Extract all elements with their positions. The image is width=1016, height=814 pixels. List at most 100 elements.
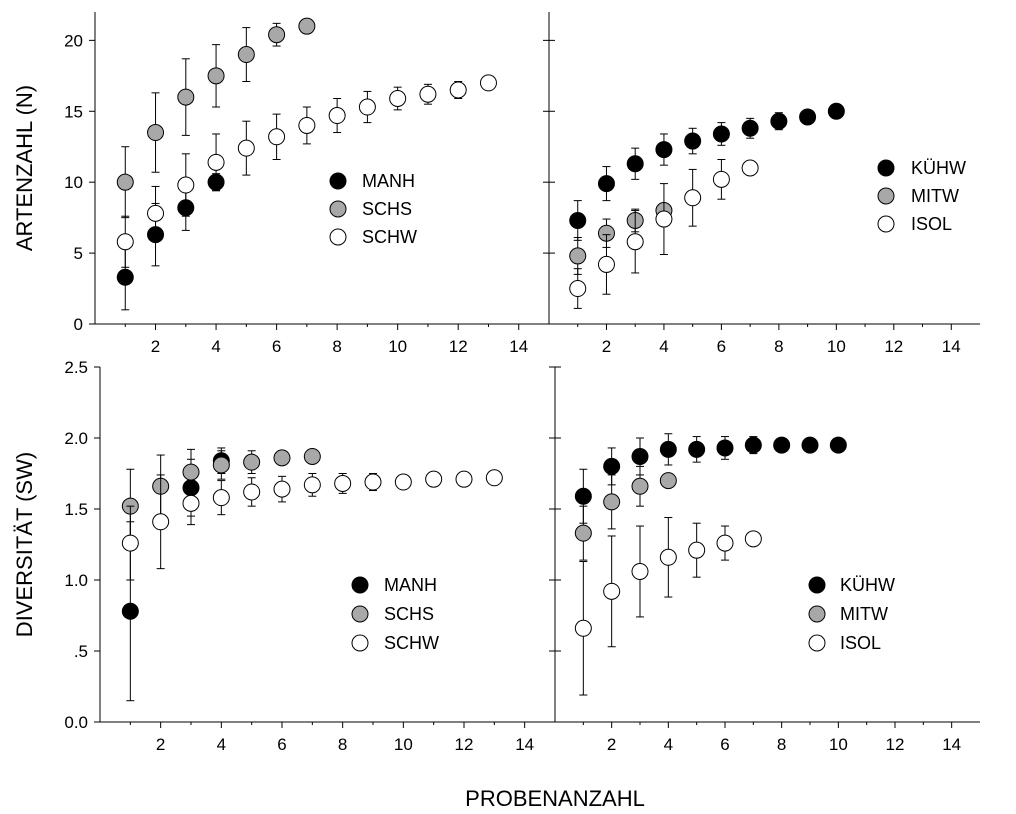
x-tick-label: 6 — [720, 735, 729, 754]
x-tick-label: 8 — [338, 735, 347, 754]
data-point — [770, 112, 788, 130]
data-point — [121, 534, 139, 552]
data-point — [659, 472, 677, 490]
data-point — [177, 88, 195, 106]
data-point — [655, 141, 673, 159]
data-point — [389, 90, 407, 108]
data-point — [712, 125, 730, 143]
series-schs — [116, 17, 316, 219]
data-point — [626, 155, 644, 173]
data-point — [688, 440, 706, 458]
x-tick-label: 2 — [151, 337, 160, 356]
series-manh — [121, 447, 230, 702]
data-point — [425, 470, 443, 488]
series-isol — [569, 158, 759, 309]
data-point — [741, 119, 759, 137]
x-tick-label: 4 — [664, 735, 673, 754]
series-kühw — [574, 433, 847, 524]
legend-label: MANH — [384, 575, 437, 595]
panel-top-right: 2 4 6 8 10 12 14 KÜHW MITW ISOL — [543, 12, 980, 356]
data-point — [631, 562, 649, 580]
data-point — [394, 473, 412, 491]
data-point — [716, 534, 734, 552]
x-tick-label: 2 — [602, 337, 611, 356]
data-point — [569, 247, 587, 265]
x-tick-label: 12 — [455, 735, 474, 754]
x-tick-label: 4 — [659, 337, 668, 356]
legend-marker — [877, 187, 895, 205]
legend-marker — [329, 200, 347, 218]
data-point — [152, 513, 170, 531]
data-point — [569, 280, 587, 298]
legend-marker — [808, 576, 826, 594]
series-mitw — [569, 202, 673, 275]
legend-marker — [877, 159, 895, 177]
y-tick-label: 1.0 — [64, 571, 88, 590]
data-point — [298, 116, 316, 134]
data-point — [182, 494, 200, 512]
legend-marker — [808, 605, 826, 623]
data-point — [303, 476, 321, 494]
data-point — [273, 449, 291, 467]
legend-label: SCHW — [362, 227, 417, 247]
data-point — [268, 26, 286, 44]
data-point — [744, 436, 762, 454]
legend-label: SCHS — [384, 604, 434, 624]
data-point — [688, 541, 706, 559]
legend-label: MITW — [840, 604, 888, 624]
x-tick-label: 14 — [942, 337, 961, 356]
legend: MANH SCHS SCHW — [351, 575, 439, 653]
x-axis-title: PROBENANZAHL — [465, 786, 645, 811]
legend-label: ISOL — [911, 214, 952, 234]
data-point — [773, 436, 791, 454]
data-point — [684, 189, 702, 207]
y-tick-label: 5 — [74, 244, 83, 263]
data-point — [147, 124, 165, 142]
legend-label: MANH — [362, 171, 415, 191]
data-point — [716, 439, 734, 457]
series-kühw — [569, 102, 845, 241]
legend: KÜHW MITW ISOL — [808, 575, 895, 653]
data-point — [358, 98, 376, 116]
x-tick-label: 8 — [774, 337, 783, 356]
data-point — [449, 81, 467, 99]
data-point — [116, 233, 134, 251]
series-schw — [121, 469, 503, 581]
data-point — [603, 493, 621, 511]
legend-label: KÜHW — [911, 158, 966, 178]
data-point — [631, 447, 649, 465]
legend-marker — [351, 576, 369, 594]
x-tick-label: 14 — [509, 337, 528, 356]
x-tick-label: 6 — [277, 735, 286, 754]
y-tick-label: 15 — [64, 102, 83, 121]
data-point — [574, 619, 592, 637]
x-tick-label: 4 — [217, 735, 226, 754]
data-point — [684, 132, 702, 150]
data-point — [243, 483, 261, 501]
data-point — [741, 159, 759, 177]
data-point — [419, 85, 437, 103]
series-isol — [574, 517, 762, 696]
data-point — [603, 457, 621, 475]
data-point — [659, 548, 677, 566]
y-tick-label: 2.0 — [64, 429, 88, 448]
data-point — [603, 582, 621, 600]
data-point — [182, 463, 200, 481]
data-point — [574, 524, 592, 542]
data-point — [334, 474, 352, 492]
panel-top-left: 2 4 6 8 10 12 14 0 5 10 15 20 ARTENZAHL (N) MANH SCHS S… — [12, 12, 549, 356]
data-point — [303, 447, 321, 465]
legend-label: SCHS — [362, 199, 412, 219]
x-tick-label: 12 — [884, 337, 903, 356]
data-point — [147, 204, 165, 222]
data-point — [121, 602, 139, 620]
series-mitw — [574, 465, 677, 561]
x-tick-label: 6 — [272, 337, 281, 356]
panel-bottom-right: 2 4 6 8 10 12 14 KÜHW MITW ISOL — [549, 366, 980, 754]
data-point — [207, 67, 225, 85]
legend-label: ISOL — [840, 633, 881, 653]
x-tick-label: 14 — [942, 735, 961, 754]
data-point — [177, 176, 195, 194]
data-point — [268, 128, 286, 146]
